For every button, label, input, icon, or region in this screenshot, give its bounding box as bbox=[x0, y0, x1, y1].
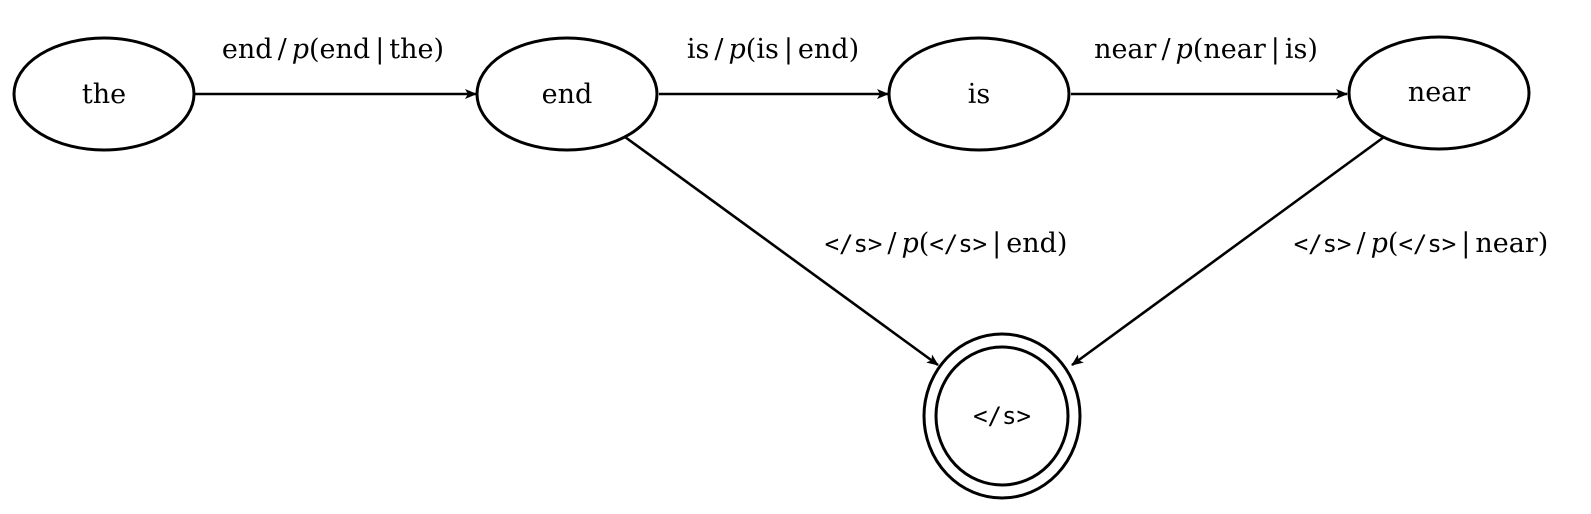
edge-label-near-final: </s> / p(</s> | near) bbox=[1294, 228, 1549, 259]
node-the-label: the bbox=[82, 79, 126, 110]
node-end-label: end bbox=[542, 79, 593, 110]
edge-label-end-is: is / p(is | end) bbox=[687, 34, 859, 65]
node-near-label: near bbox=[1408, 77, 1470, 108]
node-is: is bbox=[887, 36, 1071, 152]
node-the: the bbox=[12, 36, 196, 152]
node-end: end bbox=[475, 36, 659, 152]
edge-label-the-end: end / p(end | the) bbox=[222, 34, 444, 65]
edge-label-end-final: </s> / p(</s> | end) bbox=[825, 228, 1068, 259]
node-near: near bbox=[1347, 35, 1531, 151]
edge-near-final bbox=[1071, 135, 1385, 367]
node-final: </s> bbox=[922, 332, 1082, 500]
node-is-label: is bbox=[968, 79, 991, 110]
node-final-label: </s> bbox=[973, 402, 1031, 430]
edge-end-final bbox=[624, 135, 939, 367]
edge-label-is-near: near / p(near | is) bbox=[1094, 34, 1318, 65]
